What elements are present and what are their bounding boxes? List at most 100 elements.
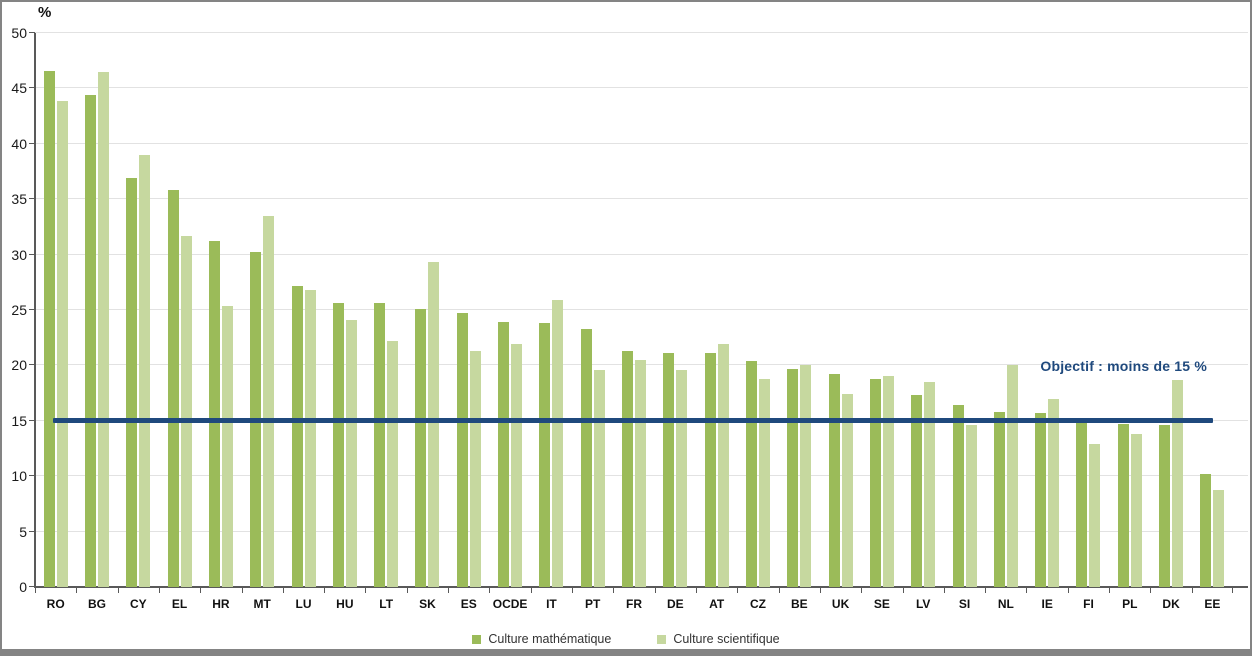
x-label-DK: DK: [1162, 597, 1180, 611]
bar-group-EE: [1192, 33, 1233, 587]
objective-target-label: Objectif : moins de 15 %: [1040, 358, 1207, 374]
bar-SE-maths: [869, 378, 881, 587]
x-tick-mark: [737, 588, 739, 593]
bar-group-CY: [118, 33, 159, 587]
bar-group-LT: [366, 33, 407, 587]
x-label-RO: RO: [46, 597, 65, 611]
bar-group-HR: [200, 33, 241, 587]
bar-group-BE: [779, 33, 820, 587]
x-label-ES: ES: [460, 597, 477, 611]
bar-group-DK: [1150, 33, 1191, 587]
x-tick-mark: [489, 588, 491, 593]
bar-PT-science: [593, 369, 605, 587]
legend-swatch-science: [657, 634, 667, 644]
objective-target-line: [53, 417, 1213, 423]
x-tick-mark: [76, 588, 78, 593]
bar-CZ-maths: [745, 360, 757, 587]
bar-DE-maths: [663, 353, 675, 587]
x-label-PT: PT: [585, 597, 601, 611]
bar-HU-science: [345, 319, 357, 587]
bar-group-EL: [159, 33, 200, 587]
bar-group-IE: [1027, 33, 1068, 587]
x-tick-mark: [1067, 588, 1069, 593]
bar-HR-science: [221, 305, 233, 587]
y-tick-label-45: 45: [11, 80, 27, 97]
x-label-LV: LV: [915, 597, 931, 611]
y-axis-unit-label: %: [38, 4, 52, 21]
x-label-BE: BE: [790, 597, 808, 611]
x-label-IT: IT: [546, 597, 557, 611]
x-tick-mark: [241, 588, 243, 593]
x-label-FI: FI: [1083, 597, 1094, 611]
x-label-MT: MT: [253, 597, 271, 611]
y-tick-mark-0: [29, 586, 35, 587]
x-tick-mark: [1150, 588, 1152, 593]
x-label-UK: UK: [831, 597, 850, 611]
x-tick-mark: [530, 588, 532, 593]
y-tick-mark-15: [29, 419, 35, 421]
gridline-40: [35, 142, 1248, 144]
bar-group-PL: [1109, 33, 1150, 587]
plot-area: Objectif : moins de 15 %: [34, 32, 1248, 588]
x-label-CZ: CZ: [749, 597, 766, 611]
bar-group-ES: [448, 33, 489, 587]
y-tick-mark-35: [29, 198, 35, 200]
bar-group-IT: [531, 33, 572, 587]
x-label-HR: HR: [212, 597, 230, 611]
x-tick-mark: [572, 588, 574, 593]
y-axis-tick-labels: 0 5 10 15 20 25 30 35 40 45 50: [0, 25, 27, 595]
legend-label-science: Culture scientifique: [673, 632, 780, 646]
x-tick-mark: [282, 588, 284, 593]
bar-IE-maths: [1035, 413, 1047, 587]
bar-CY-science: [139, 154, 151, 587]
bar-OCDE-maths: [498, 322, 510, 587]
bar-group-DE: [655, 33, 696, 587]
gridline-30: [35, 253, 1248, 255]
x-tick-mark: [654, 588, 656, 593]
gridline-50: [35, 32, 1248, 33]
bar-FI-maths: [1076, 420, 1088, 587]
bar-LV-science: [924, 382, 936, 587]
x-tick-mark: [902, 588, 904, 593]
x-label-BG: BG: [87, 597, 106, 611]
x-tick-mark: [35, 588, 36, 593]
bar-SI-maths: [952, 405, 964, 587]
bar-HU-maths: [332, 303, 344, 587]
bar-EL-science: [180, 235, 192, 587]
x-tick-mark: [613, 588, 615, 593]
bar-FR-maths: [622, 351, 634, 587]
x-axis-tick-marks: [35, 588, 1233, 593]
y-tick-label-30: 30: [11, 246, 27, 263]
x-tick-mark: [448, 588, 450, 593]
x-tick-mark: [117, 588, 119, 593]
bar-UK-science: [841, 394, 853, 587]
y-tick-label-35: 35: [11, 191, 27, 208]
bar-IT-science: [552, 300, 564, 587]
bar-group-NL: [985, 33, 1026, 587]
bar-AT-science: [717, 344, 729, 587]
bar-BE-maths: [787, 368, 799, 587]
bar-LU-science: [304, 290, 316, 587]
y-tick-label-0: 0: [19, 579, 27, 595]
bar-CZ-science: [758, 378, 770, 587]
gridline-35: [35, 198, 1248, 200]
x-tick-mark: [1191, 588, 1193, 593]
y-tick-label-15: 15: [11, 412, 27, 429]
y-tick-label-25: 25: [11, 302, 27, 318]
legend-swatch-maths: [472, 634, 482, 644]
x-tick-mark: [324, 588, 326, 593]
y-tick-mark-10: [29, 475, 35, 477]
y-tick-mark-20: [29, 364, 35, 366]
bar-group-UK: [820, 33, 861, 587]
bar-SI-science: [965, 425, 977, 587]
y-axis-line: [34, 33, 36, 587]
y-tick-label-40: 40: [11, 135, 27, 152]
bar-SK-science: [428, 262, 440, 587]
bar-PL-maths: [1117, 424, 1129, 587]
x-label-PL: PL: [1122, 597, 1138, 611]
bar-IT-maths: [539, 323, 551, 587]
bar-group-SI: [944, 33, 985, 587]
gridline-25: [35, 309, 1248, 310]
bar-EE-maths: [1200, 473, 1212, 587]
x-tick-mark: [1232, 588, 1233, 593]
